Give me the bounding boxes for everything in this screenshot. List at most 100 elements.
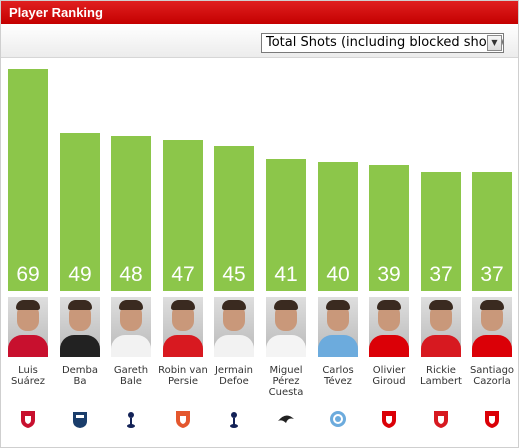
player-photo[interactable] <box>266 297 306 357</box>
player-hair <box>480 300 504 310</box>
player-face <box>172 303 194 331</box>
player-name[interactable]: Santiago Cazorla <box>465 365 518 387</box>
player-face <box>17 303 39 331</box>
player-name-line: Defoe <box>219 376 249 387</box>
player-face <box>378 303 400 331</box>
player-name-line: Cuesta <box>268 387 304 398</box>
player-hair <box>171 300 195 310</box>
player-name-line: Cazorla <box>473 376 511 387</box>
player-shirt <box>214 335 254 357</box>
player-name-line: Jermain <box>214 365 254 376</box>
player-face <box>430 303 452 331</box>
player-name-line: Rickie <box>426 365 456 376</box>
player-shirt <box>163 335 203 357</box>
ranking-bar[interactable]: 37 <box>472 172 512 291</box>
newcastle-crest-icon[interactable] <box>70 409 90 429</box>
bar-value-label: 47 <box>171 263 195 286</box>
liverpool-crest-icon[interactable] <box>18 409 38 429</box>
swansea-crest-icon[interactable] <box>276 409 296 429</box>
arsenal-crest-icon[interactable] <box>482 409 502 429</box>
stat-select[interactable]: Total Shots (including blocked shots) ▼ <box>261 33 504 53</box>
player-photo[interactable] <box>8 297 48 357</box>
player-photo[interactable] <box>472 297 512 357</box>
player-hair <box>16 300 40 310</box>
player-name-line: Carlos <box>322 365 354 376</box>
southampton-crest-icon[interactable] <box>431 409 451 429</box>
player-face <box>481 303 503 331</box>
player-photo[interactable] <box>369 297 409 357</box>
player-name[interactable]: Gareth Bale <box>104 365 158 387</box>
player-name-line: Suárez <box>10 376 46 387</box>
player-photo[interactable] <box>163 297 203 357</box>
player-hair <box>119 300 143 310</box>
player-name-line: Lambert <box>420 376 462 387</box>
player-hair <box>377 300 401 310</box>
player-hair <box>274 300 298 310</box>
player-name-line: Gareth <box>113 365 149 376</box>
player-name[interactable]: Rickie Lambert <box>414 365 468 387</box>
ranking-bar[interactable]: 37 <box>421 172 461 291</box>
player-face <box>69 303 91 331</box>
player-name-line: Luis <box>18 365 38 376</box>
player-shirt <box>8 335 48 357</box>
player-name[interactable]: Robin van Persie <box>156 365 210 387</box>
player-photo[interactable] <box>60 297 100 357</box>
player-hair <box>429 300 453 310</box>
ranking-bar[interactable]: 48 <box>111 136 151 291</box>
toolbar: Total Shots (including blocked shots) ▼ <box>1 24 518 58</box>
player-name-line: Giroud <box>372 376 406 387</box>
bar-value-label: 45 <box>222 263 246 286</box>
player-name-line: Bale <box>120 376 142 387</box>
stat-select-value: Total Shots (including blocked shots) <box>266 35 504 50</box>
ranking-bar[interactable]: 47 <box>163 140 203 291</box>
ranking-bar[interactable]: 69 <box>8 69 48 291</box>
player-hair <box>222 300 246 310</box>
player-hair <box>68 300 92 310</box>
player-name[interactable]: Jermain Defoe <box>207 365 261 387</box>
player-name-line: Robin van <box>158 365 208 376</box>
player-photo[interactable] <box>318 297 358 357</box>
player-name-line: Persie <box>167 376 199 387</box>
ranking-bar-chart: 69 49 48 47 45 41 40 39 37 37 <box>1 59 518 291</box>
player-name-line: Demba <box>61 365 99 376</box>
bar-value-label: 39 <box>377 263 401 286</box>
bar-value-label: 41 <box>274 263 298 286</box>
bar-value-label: 48 <box>119 263 143 286</box>
player-face <box>223 303 245 331</box>
player-name-line: Pérez <box>272 376 300 387</box>
player-shirt <box>266 335 306 357</box>
player-name-line: Santiago <box>469 365 515 376</box>
player-name[interactable]: Luis Suárez <box>1 365 55 387</box>
ranking-bar[interactable]: 49 <box>60 133 100 291</box>
player-photo[interactable] <box>421 297 461 357</box>
ranking-bar[interactable]: 41 <box>266 159 306 291</box>
bar-value-label: 40 <box>326 263 350 286</box>
chevron-down-icon[interactable]: ▼ <box>487 35 502 51</box>
player-photo[interactable] <box>214 297 254 357</box>
player-face <box>275 303 297 331</box>
arsenal-crest-icon[interactable] <box>379 409 399 429</box>
player-shirt <box>60 335 100 357</box>
widget-title: Player Ranking <box>1 1 518 24</box>
player-face <box>120 303 142 331</box>
player-name[interactable]: Olivier Giroud <box>362 365 416 387</box>
manchester-united-crest-icon[interactable] <box>173 409 193 429</box>
player-name[interactable]: Demba Ba <box>53 365 107 387</box>
bar-value-label: 37 <box>429 263 453 286</box>
player-shirt <box>369 335 409 357</box>
player-name-line: Tévez <box>324 376 352 387</box>
player-name[interactable]: Miguel Pérez Cuesta <box>259 365 313 398</box>
player-name-line: Ba <box>73 376 87 387</box>
manchester-city-crest-icon[interactable] <box>328 409 348 429</box>
ranking-bar[interactable]: 40 <box>318 162 358 291</box>
bar-value-label: 69 <box>16 263 40 286</box>
player-shirt <box>111 335 151 357</box>
player-name-line: Miguel <box>269 365 303 376</box>
ranking-bar[interactable]: 39 <box>369 165 409 291</box>
player-photo[interactable] <box>111 297 151 357</box>
ranking-bar[interactable]: 45 <box>214 146 254 291</box>
tottenham-crest-icon[interactable] <box>121 409 141 429</box>
player-name[interactable]: Carlos Tévez <box>311 365 365 387</box>
tottenham-crest-icon[interactable] <box>224 409 244 429</box>
